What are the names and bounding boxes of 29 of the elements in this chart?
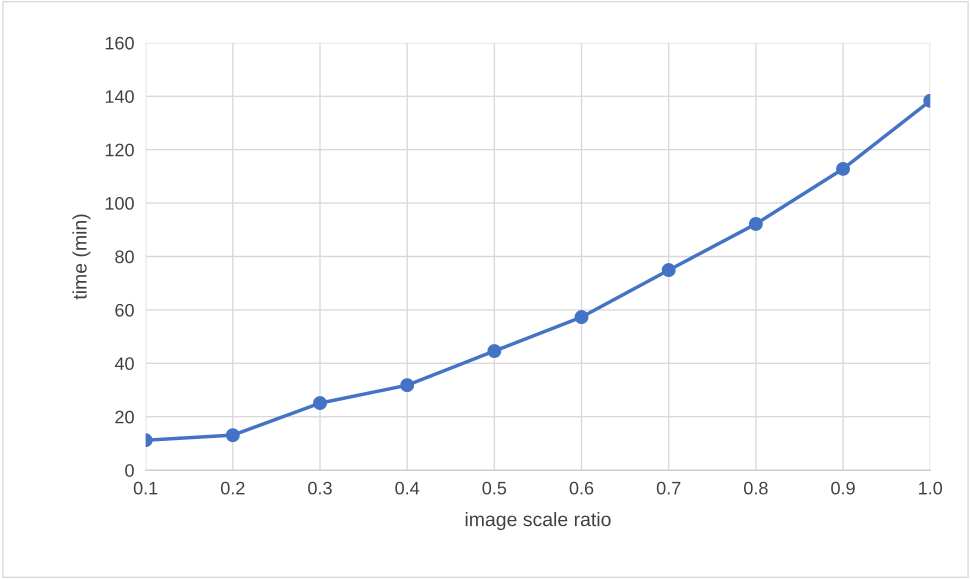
y-tick-label: 100 xyxy=(106,197,134,210)
x-tick-label: 0.9 xyxy=(831,482,855,495)
x-tick-label: 0.5 xyxy=(482,482,506,495)
x-tick-label: 0.7 xyxy=(656,482,680,495)
point xyxy=(574,310,588,324)
y-tick-label: 140 xyxy=(106,90,134,103)
point xyxy=(400,378,414,392)
y-tick-label: 160 xyxy=(106,36,134,50)
x-tick-label: 0.2 xyxy=(220,482,244,495)
x-tick-label: 0.3 xyxy=(308,482,332,495)
y-tick-label: 80 xyxy=(115,250,134,264)
point xyxy=(226,428,240,442)
point xyxy=(487,344,502,358)
y-tick-label: 40 xyxy=(114,357,134,370)
x-tick-label: 0.8 xyxy=(744,482,768,495)
y-tick-label: 0 xyxy=(125,464,134,477)
x-tick-label: 0.6 xyxy=(570,482,594,495)
y-tick-label: 120 xyxy=(106,144,134,156)
y-axis-title: time (min) xyxy=(72,214,91,300)
point xyxy=(836,162,850,176)
point xyxy=(748,216,763,231)
y-tick-label: 20 xyxy=(115,410,134,424)
x-tick-label: 0.1 xyxy=(134,482,158,495)
point xyxy=(313,396,327,410)
y-tick-label: 60 xyxy=(115,304,134,317)
point xyxy=(662,263,676,278)
x-tick-label: 0.4 xyxy=(395,482,420,495)
x-axis-title: image scale ratio xyxy=(466,512,611,530)
x-tick-label: 1.0 xyxy=(919,482,942,495)
